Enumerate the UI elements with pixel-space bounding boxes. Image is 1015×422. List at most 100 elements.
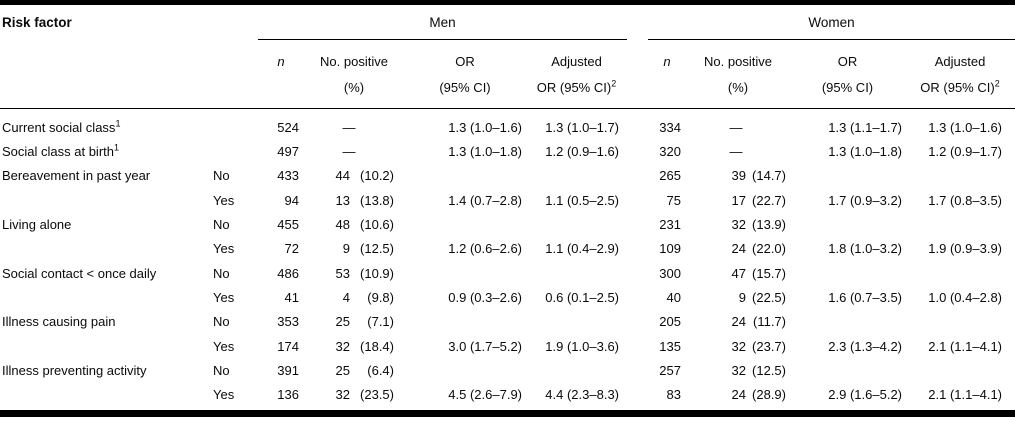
- header-men-positive-line1: No. positive: [320, 54, 388, 69]
- cell-men-n: 486: [277, 265, 299, 281]
- cell-men-adjusted-or: 1.9 (1.0–3.6): [545, 338, 619, 354]
- header-men-positive: No. positive (%): [304, 49, 404, 108]
- header-women-or: OR (95% CI): [790, 49, 905, 108]
- cell-men-n: 136: [277, 387, 299, 403]
- cell-men-positive-pct: (23.5): [360, 387, 394, 403]
- group-heading-men: Men: [258, 5, 627, 40]
- cell-men-positive-count: 32: [335, 387, 350, 403]
- cell-women-positive: 32 (12.5): [686, 363, 790, 378]
- cell-women-positive: 24 (11.7): [686, 314, 790, 329]
- table-row: Illness causing pain No 353 25 (7.1) 205…: [0, 310, 1015, 334]
- cell-men-n: 497: [277, 144, 299, 160]
- cell-men-positive-count: 25: [335, 363, 350, 379]
- cell-men-positive: 25 (6.4): [304, 363, 404, 378]
- cell-women-n: 75: [666, 192, 681, 208]
- cell-men-n: 524: [277, 119, 299, 135]
- cell-women-or: 2.3 (1.3–4.2): [828, 338, 902, 354]
- header-men-adjusted-line2: OR (95% CI): [536, 80, 612, 95]
- header-women-positive: No. positive (%): [686, 49, 790, 108]
- header-women-positive-line1: No. positive: [704, 54, 772, 69]
- cell-men-positive-count: 9: [342, 241, 350, 257]
- cell-men-positive-pct: (13.8): [360, 192, 394, 208]
- cell-men-or: 4.5 (2.6–7.9): [448, 387, 522, 403]
- cell-women-positive: —: [686, 144, 790, 159]
- table-row: Illness preventing activity No 391 25 (6…: [0, 358, 1015, 382]
- cell-men-positive-count: 25: [335, 314, 350, 330]
- cell-women-positive-pct: (22.5): [752, 290, 786, 306]
- cell-women-or: 1.3 (1.0–1.8): [828, 144, 902, 160]
- cell-women-positive: 24 (28.9): [686, 387, 790, 402]
- header-women-positive-line2: (%): [727, 80, 749, 95]
- cell-men-positive-pct: (10.6): [360, 217, 394, 233]
- cell-women-positive-pct: (28.9): [752, 387, 786, 403]
- yes-no-label: Yes: [213, 290, 235, 306]
- cell-women-positive-pct: (22.7): [752, 192, 786, 208]
- risk-factor-footnote: 1: [115, 118, 121, 129]
- cell-men-or: 1.3 (1.0–1.8): [448, 144, 522, 160]
- cell-men-positive-pct: (18.4): [360, 338, 394, 354]
- cell-women-positive: 47 (15.7): [686, 266, 790, 281]
- cell-women-n: 231: [659, 217, 681, 233]
- cell-men-positive-count: 32: [335, 338, 350, 354]
- cell-women-positive: 24 (22.0): [686, 241, 790, 256]
- cell-men-positive-pct: (10.9): [360, 265, 394, 281]
- cell-men-or: 1.2 (0.6–2.6): [448, 241, 522, 257]
- cell-men-n: 72: [284, 241, 299, 257]
- table-row: Yes 72 9 (12.5) 1.2 (0.6–2.6) 1.1 (0.4–2…: [0, 237, 1015, 261]
- cell-women-positive-count: 39: [731, 168, 746, 184]
- risk-factor-label: Social contact < once daily: [0, 266, 210, 281]
- cell-men-positive: 25 (7.1): [304, 314, 404, 329]
- cell-men-adjusted-or: 4.4 (2.3–8.3): [545, 387, 619, 403]
- risk-factor-label: Living alone: [0, 217, 210, 232]
- cell-women-positive: 39 (14.7): [686, 168, 790, 183]
- cell-women-or: 1.6 (0.7–3.5): [828, 290, 902, 306]
- cell-men-positive-count: —: [342, 144, 356, 160]
- cell-women-positive-count: —: [729, 119, 743, 135]
- header-gap: [627, 49, 648, 108]
- risk-factor-label-text: Social contact < once daily: [2, 265, 157, 281]
- risk-factor-label-text: Bereavement in past year: [2, 168, 151, 184]
- header-men-or: OR (95% CI): [404, 49, 526, 108]
- cell-women-positive-count: 47: [731, 265, 746, 281]
- cell-women-adjusted-or: 1.7 (0.8–3.5): [928, 192, 1002, 208]
- table-row: Current social class1 524 — 1.3 (1.0–1.6…: [0, 115, 1015, 139]
- cell-women-positive: 9 (22.5): [686, 290, 790, 305]
- table-column-headers: n No. positive (%) OR (95% CI) Adjusted …: [0, 40, 1015, 109]
- cell-men-positive: 44 (10.2): [304, 168, 404, 183]
- cell-men-n: 455: [277, 217, 299, 233]
- header-men-or-line2: (95% CI): [439, 80, 491, 95]
- cell-men-positive-count: 13: [335, 192, 350, 208]
- table-top-rule: [0, 0, 1015, 5]
- header-women-adjusted-footnote: 2: [994, 78, 1000, 89]
- yes-no-label: Yes: [213, 338, 235, 354]
- risk-factor-footnote: 1: [114, 142, 120, 153]
- cell-women-positive-count: —: [729, 144, 743, 160]
- table-row: Social class at birth1 497 — 1.3 (1.0–1.…: [0, 139, 1015, 163]
- table-header-groups: Risk factor Men Women: [0, 5, 1015, 40]
- cell-men-positive-count: 44: [335, 168, 350, 184]
- table-row: Yes 41 4 (9.8) 0.9 (0.3–2.6) 0.6 (0.1–2.…: [0, 285, 1015, 309]
- cell-men-or: 1.3 (1.0–1.6): [448, 119, 522, 135]
- cell-women-positive-count: 24: [731, 241, 746, 257]
- cell-women-n: 320: [659, 144, 681, 160]
- cell-women-n: 205: [659, 314, 681, 330]
- cell-women-positive-count: 32: [731, 363, 746, 379]
- cell-women-n: 40: [666, 290, 681, 306]
- risk-factor-label: Illness preventing activity: [0, 363, 210, 378]
- cell-men-n: 41: [284, 290, 299, 306]
- cell-men-or: 0.9 (0.3–2.6): [448, 290, 522, 306]
- cell-women-n: 83: [666, 387, 681, 403]
- cell-men-positive-count: 53: [335, 265, 350, 281]
- cell-men-positive: 32 (18.4): [304, 339, 404, 354]
- header-men-adjusted-line1: Adjusted: [551, 54, 602, 69]
- cell-women-or: 2.9 (1.6–5.2): [828, 387, 902, 403]
- cell-women-n: 109: [659, 241, 681, 257]
- risk-factor-heading: Risk factor: [2, 15, 72, 30]
- cell-women-positive-count: 24: [731, 314, 746, 330]
- risk-factor-label-text: Living alone: [2, 217, 72, 233]
- table-row: Living alone No 455 48 (10.6) 231 32 (13…: [0, 212, 1015, 236]
- cell-women-adjusted-or: 2.1 (1.1–4.1): [928, 338, 1002, 354]
- header-women-adjusted-line1: Adjusted: [934, 54, 986, 69]
- yes-no-label: Yes: [213, 241, 235, 257]
